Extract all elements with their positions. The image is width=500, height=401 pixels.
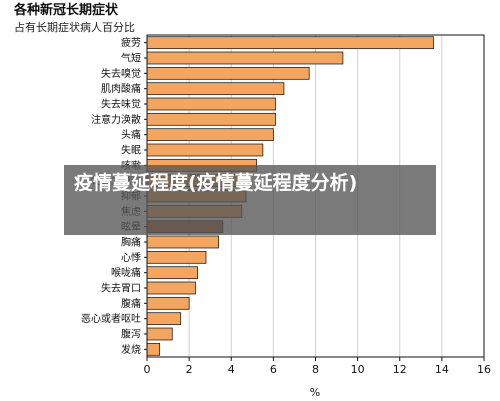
category-label: 心悸: [121, 251, 141, 264]
x-tick-label: 10: [351, 363, 365, 376]
category-label: 失眠: [121, 144, 141, 157]
bar: [146, 312, 182, 326]
watermark-banner: [64, 165, 436, 235]
bar: [146, 266, 198, 280]
bar: [146, 281, 196, 295]
bar: [146, 66, 310, 80]
bar: [146, 51, 344, 65]
category-label: 恶心或者呕吐: [81, 313, 141, 325]
watermark-text: 疫情蔓延程度(疫情蔓延程度分析): [74, 172, 358, 194]
category-label: 气短: [121, 52, 141, 65]
x-tick-label: 12: [393, 363, 407, 376]
x-tick-label: 0: [144, 363, 151, 376]
bar: [146, 250, 207, 264]
x-tick-label: 2: [186, 363, 193, 376]
x-tick-labels: 0 2 4 6 8 10 12 14 16: [144, 357, 491, 376]
category-label: 发烧: [121, 343, 141, 356]
bar: [146, 327, 173, 341]
category-label: 腹痛: [121, 297, 141, 310]
bar: [146, 143, 264, 157]
bar: [146, 128, 274, 142]
category-label: 肌肉酸痛: [101, 82, 141, 95]
category-label: 失去味觉: [101, 98, 141, 111]
x-axis-label: %: [310, 386, 320, 399]
bar: [146, 235, 220, 249]
bar: [146, 112, 276, 126]
chart-subtitle: 占有长期症状病人百分比: [14, 20, 135, 34]
bar: [146, 36, 434, 50]
x-tick-label: 6: [270, 363, 277, 376]
x-tick-label: 16: [477, 363, 491, 376]
x-tick-label: 14: [435, 363, 449, 376]
x-tick-label: 8: [312, 363, 319, 376]
bar: [146, 82, 285, 96]
category-label: 头痛: [121, 128, 141, 141]
bar: [146, 97, 276, 111]
category-label: 腹泻: [121, 328, 141, 341]
category-label: 喉咙痛: [111, 266, 141, 279]
category-label: 失去胃口: [101, 282, 141, 295]
category-label: 疲劳: [121, 36, 141, 49]
category-label: 失去嗅觉: [101, 67, 141, 80]
category-label: 注意力涣散: [91, 113, 141, 126]
category-label: 胸痛: [121, 236, 141, 249]
chart-title: 各种新冠长期症状: [13, 2, 119, 18]
bar: [146, 296, 190, 310]
bar: [146, 342, 161, 356]
x-tick-label: 4: [228, 363, 235, 376]
